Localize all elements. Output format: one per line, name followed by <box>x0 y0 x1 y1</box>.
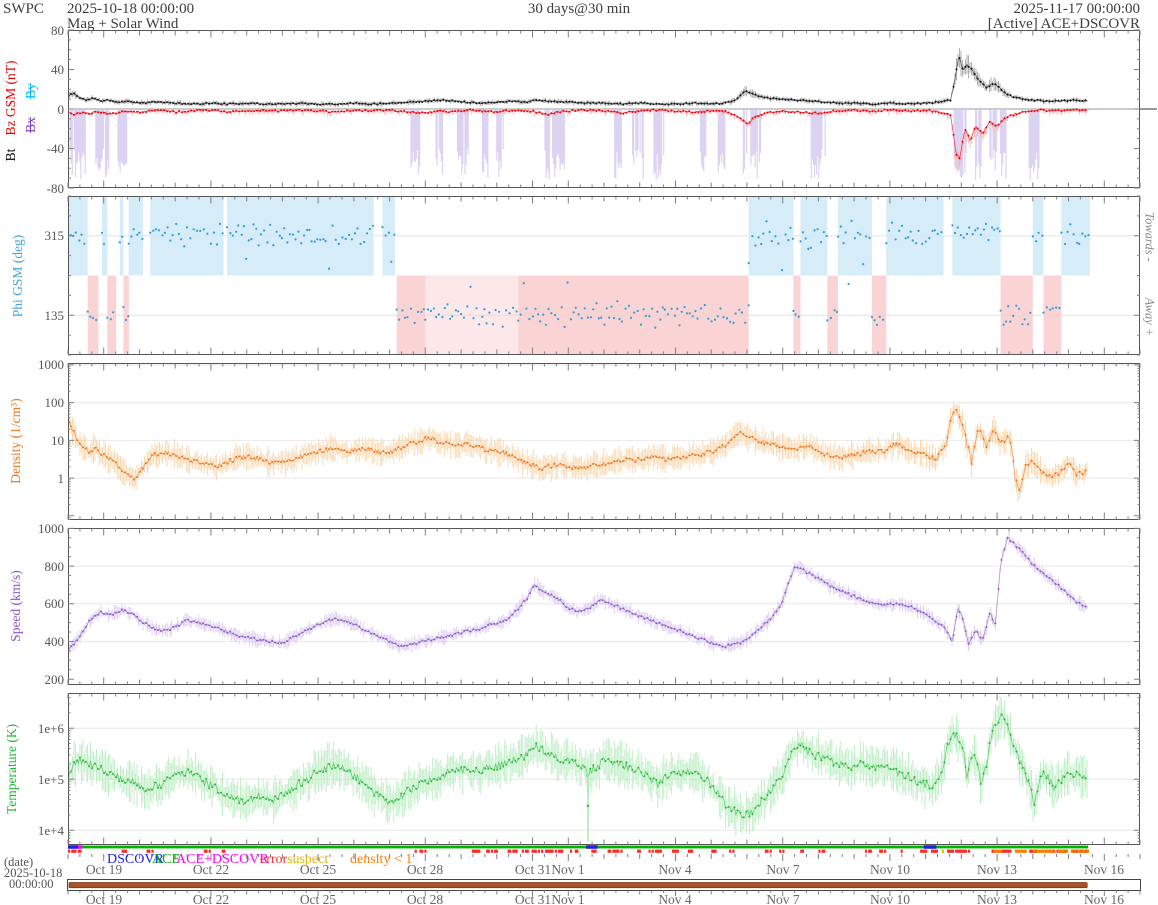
towards-sector-label: Towards - <box>1142 212 1157 262</box>
away-sector-label: Away + <box>1142 297 1157 337</box>
origin-date: 2025-10-18 <box>4 866 63 880</box>
plot-title: Mag + Solar Wind <box>67 16 179 32</box>
date-axis-caption: (date) <box>4 855 34 869</box>
data-quality-track <box>68 849 1089 853</box>
date-label-Nov-7: Nov 7 <box>766 862 800 877</box>
density-series <box>68 402 1088 502</box>
legend-suspect[interactable]: suspect <box>287 852 329 867</box>
overview-date-label-Nov-4: Nov 4 <box>658 892 692 905</box>
mag-ylabel-bx[interactable]: Bx <box>23 117 38 133</box>
overview-date-label-Nov-1: Nov 1 <box>551 892 585 905</box>
density-ytick-10: 10 <box>51 433 64 448</box>
overview-date-label-Oct-22: Oct 22 <box>192 892 230 905</box>
origin-time: 00:00:00 <box>9 877 54 891</box>
speed-series <box>68 530 1088 655</box>
date-label-Oct-25: Oct 25 <box>299 862 337 877</box>
temperature-series <box>68 695 1088 837</box>
speed-ytick-800: 800 <box>44 559 65 574</box>
overview-date-label-Oct-31: Oct 31 <box>514 892 552 905</box>
speed-ytick-400: 400 <box>44 634 65 649</box>
overview-date-label-Nov-13: Nov 13 <box>976 892 1018 905</box>
mag-ytick-80: 80 <box>51 23 64 38</box>
source-status-label: [Active] ACE+DSCOVR <box>987 16 1140 32</box>
speed-ytick-600: 600 <box>44 596 65 611</box>
temperature-ytick-1e+4: 1e+4 <box>37 823 64 838</box>
overview-date-label-Nov-7: Nov 7 <box>766 892 800 905</box>
date-label-Oct-22: Oct 22 <box>192 862 230 877</box>
density-panel[interactable] <box>67 363 1141 520</box>
mag-ylabel-by[interactable]: By <box>23 83 38 99</box>
mag-ytick--40: -40 <box>46 141 64 156</box>
speed-ytick-200: 200 <box>44 672 65 687</box>
overview-date-label-Oct-28: Oct 28 <box>406 892 444 905</box>
overview-date-label-Nov-10: Nov 10 <box>869 892 911 905</box>
date-axis-ticks <box>67 854 1141 861</box>
mag-ytick--80: -80 <box>46 181 64 196</box>
mag-ytick-40: 40 <box>51 62 64 77</box>
overview-date-label-Oct-25: Oct 25 <box>299 892 337 905</box>
temperature-panel[interactable] <box>67 693 1141 845</box>
density-ytick-100: 100 <box>44 395 65 410</box>
phi-series <box>68 219 1090 329</box>
phi-ytick-135: 135 <box>44 308 65 323</box>
speed-panel[interactable] <box>67 527 1141 685</box>
density-ytick-1000: 1000 <box>38 357 64 372</box>
legend-ace[interactable]: ACE <box>152 852 180 867</box>
window-end-datetime: 2025-11-17 00:00:00 <box>1013 1 1140 17</box>
data-source-track <box>68 845 1089 849</box>
density-ytick-1: 1 <box>57 471 65 486</box>
bz-series <box>68 108 1088 169</box>
date-label-Oct-28: Oct 28 <box>406 862 444 877</box>
overview-date-label-Nov-16: Nov 16 <box>1083 892 1125 905</box>
speed-ytick-1000: 1000 <box>38 521 64 536</box>
date-label-Nov-1: Nov 1 <box>551 862 585 877</box>
phi-ylabel: Phi GSM (deg) <box>10 234 25 318</box>
mag-panel[interactable] <box>67 29 1141 189</box>
brand-label: SWPC <box>3 1 44 17</box>
date-label-Nov-4: Nov 4 <box>658 862 692 877</box>
temperature-ylabel: Temperature (K) <box>4 723 19 815</box>
selector-bar[interactable] <box>68 882 1088 889</box>
bz-south-shading <box>69 110 1040 180</box>
phi-panel[interactable] <box>67 195 1141 356</box>
legend-ace-dscovr[interactable]: ACE+DSCOVR <box>176 852 269 867</box>
temperature-ytick-1e+5: 1e+5 <box>37 772 64 787</box>
mag-ytick-0: 0 <box>57 102 65 117</box>
time-range-selector[interactable] <box>67 879 1141 891</box>
resolution-label: 30 days@30 min <box>527 1 631 17</box>
date-label-Nov-16: Nov 16 <box>1083 862 1125 877</box>
overview-axis-ticks <box>67 890 1141 896</box>
legend-error[interactable]: error <box>260 852 288 867</box>
date-label-Nov-10: Nov 10 <box>869 862 911 877</box>
date-label-Oct-19: Oct 19 <box>85 862 123 877</box>
legend-dscovr[interactable]: DSCOVR <box>107 852 164 867</box>
overview-date-label-Oct-19: Oct 19 <box>85 892 123 905</box>
temperature-ytick-1e+6: 1e+6 <box>37 721 64 736</box>
date-label-Nov-13: Nov 13 <box>976 862 1018 877</box>
date-label-Oct-31: Oct 31 <box>514 862 552 877</box>
phi-ytick-315: 315 <box>44 228 65 243</box>
legend-density-1[interactable]: density < 1 <box>350 852 413 867</box>
bt-series <box>68 48 1088 108</box>
window-start-datetime: 2025-10-18 00:00:00 <box>67 1 195 17</box>
